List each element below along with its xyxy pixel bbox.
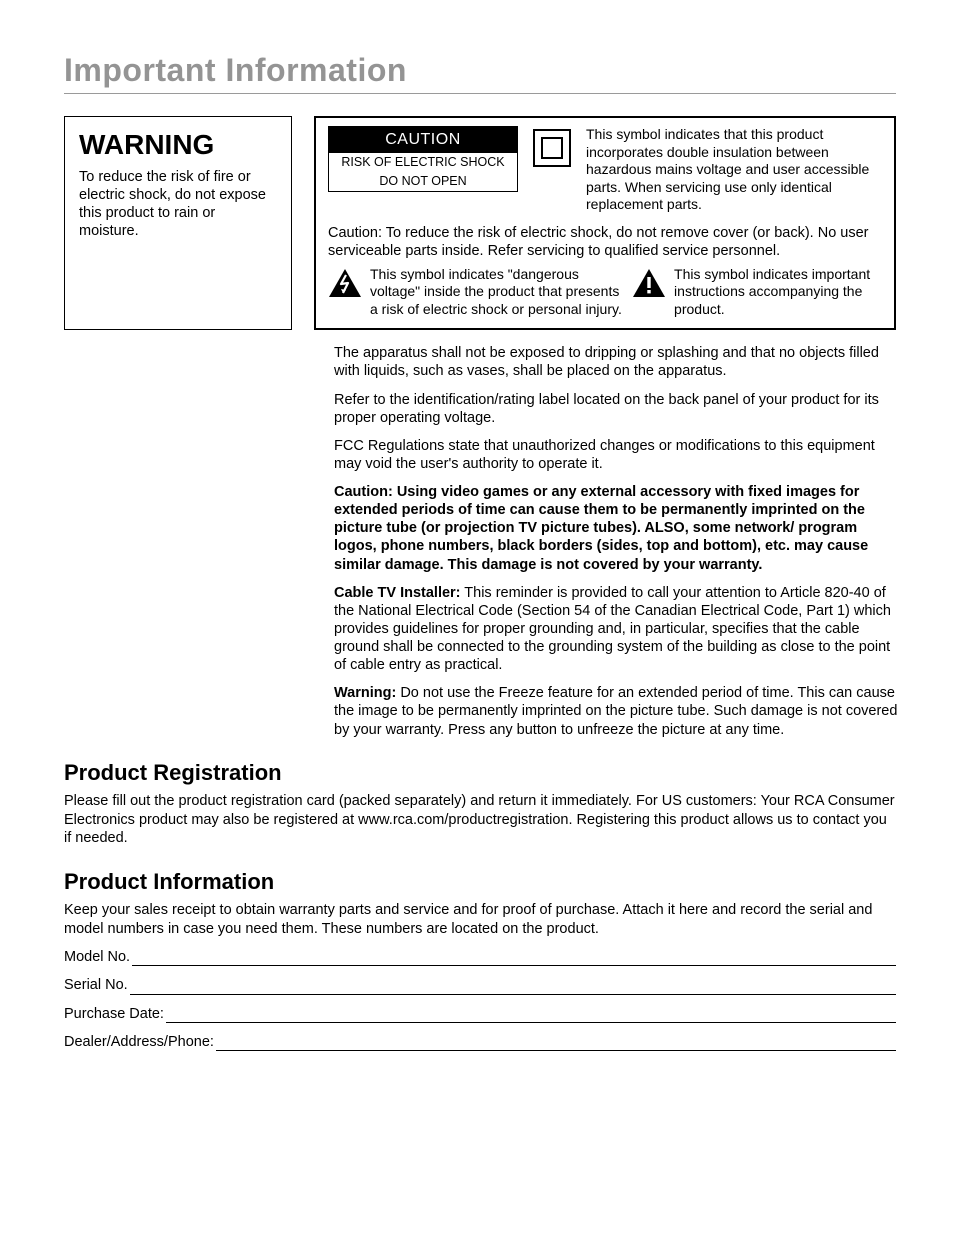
warning-title: WARNING — [79, 127, 277, 162]
exclamation-triangle-icon — [632, 268, 666, 298]
caution-label-top: CAUTION — [329, 127, 517, 153]
para-rating-label: Refer to the identification/rating label… — [334, 391, 898, 427]
product-registration-body: Please fill out the product registration… — [64, 792, 896, 848]
purchase-date-line[interactable] — [166, 1009, 896, 1023]
form-row-serial: Serial No. — [64, 976, 896, 994]
form-row-model: Model No. — [64, 948, 896, 966]
model-no-label: Model No. — [64, 948, 130, 966]
voltage-triangle-icon — [328, 268, 362, 298]
cable-installer-label: Cable TV Installer: — [334, 585, 461, 601]
form-row-purchase: Purchase Date: — [64, 1005, 896, 1023]
warning-body: To reduce the risk of fire or electric s… — [79, 168, 277, 241]
exclaim-symbol-cell: This symbol indicates important instruct… — [632, 266, 882, 319]
form-row-dealer: Dealer/Address/Phone: — [64, 1033, 896, 1051]
purchase-date-label: Purchase Date: — [64, 1005, 164, 1023]
page-title: Important Information — [64, 50, 896, 94]
caution-label-block: CAUTION RISK OF ELECTRIC SHOCK DO NOT OP… — [328, 126, 518, 192]
warning-freeze-label: Warning: — [334, 685, 396, 701]
product-information-body: Keep your sales receipt to obtain warran… — [64, 901, 896, 938]
symbol-row: This symbol indicates "dangerous voltage… — [328, 266, 882, 319]
caution-label-line1: RISK OF ELECTRIC SHOCK — [329, 153, 517, 172]
product-information-heading: Product Information — [64, 868, 896, 896]
para-caution-burn-in: Caution: Using video games or any extern… — [334, 483, 898, 574]
right-column-paragraphs: The apparatus shall not be exposed to dr… — [334, 344, 898, 738]
model-no-line[interactable] — [132, 952, 896, 966]
serial-no-label: Serial No. — [64, 976, 128, 994]
para-liquids: The apparatus shall not be exposed to dr… — [334, 344, 898, 380]
para-fcc: FCC Regulations state that unauthorized … — [334, 437, 898, 473]
caution-label-line2: DO NOT OPEN — [329, 172, 517, 191]
exclaim-symbol-text: This symbol indicates important instruct… — [674, 266, 882, 319]
top-row: WARNING To reduce the risk of fire or el… — [64, 116, 896, 330]
voltage-symbol-cell: This symbol indicates "dangerous voltage… — [328, 266, 622, 319]
caution-body-text: Caution: To reduce the risk of electric … — [328, 224, 882, 260]
double-insulation-icon — [532, 128, 572, 168]
serial-no-line[interactable] — [130, 981, 896, 995]
product-registration-heading: Product Registration — [64, 759, 896, 787]
caution-box: CAUTION RISK OF ELECTRIC SHOCK DO NOT OP… — [314, 116, 896, 330]
caution-top-row: CAUTION RISK OF ELECTRIC SHOCK DO NOT OP… — [328, 126, 882, 214]
para-warning-freeze: Warning: Do not use the Freeze feature f… — [334, 684, 898, 738]
warning-box: WARNING To reduce the risk of fire or el… — [64, 116, 292, 330]
para-cable-installer: Cable TV Installer: This reminder is pro… — [334, 584, 898, 675]
voltage-symbol-text: This symbol indicates "dangerous voltage… — [370, 266, 622, 319]
dealer-line[interactable] — [216, 1037, 896, 1051]
double-insulation-text: This symbol indicates that this product … — [586, 126, 882, 214]
warning-freeze-body: Do not use the Freeze feature for an ext… — [334, 685, 897, 737]
dealer-label: Dealer/Address/Phone: — [64, 1033, 214, 1051]
